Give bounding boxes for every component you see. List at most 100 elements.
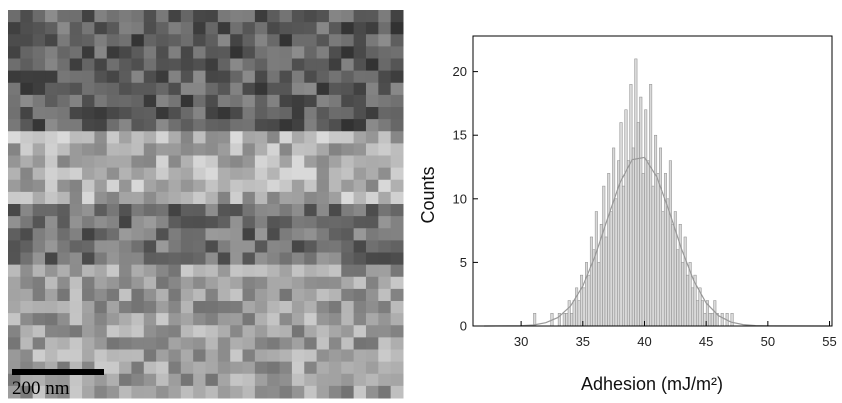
pixel	[57, 204, 71, 217]
pixel	[242, 385, 256, 399]
pixel	[341, 107, 355, 120]
pixel	[20, 337, 34, 350]
pixel	[205, 301, 219, 314]
x-tick-label: 35	[576, 334, 590, 349]
pixel	[57, 373, 71, 387]
pixel	[82, 167, 95, 181]
pixel	[341, 10, 355, 23]
pixel	[279, 385, 293, 399]
pixel	[143, 373, 157, 387]
pixel	[180, 34, 194, 47]
pixel	[390, 22, 404, 35]
pixel	[254, 361, 268, 375]
bar	[649, 84, 653, 327]
pixel	[279, 325, 293, 338]
pixel	[267, 349, 281, 363]
pixel	[8, 167, 21, 181]
pixel	[32, 191, 46, 205]
pixel	[82, 155, 95, 169]
pixel	[316, 143, 330, 156]
pixel	[353, 240, 367, 253]
pixel	[254, 385, 268, 399]
pixel	[328, 216, 342, 229]
pixel	[20, 228, 34, 241]
pixel	[168, 288, 182, 302]
pixel	[156, 119, 169, 132]
pixel	[279, 70, 293, 84]
pixel	[156, 70, 169, 84]
pixel	[168, 58, 182, 72]
pixel	[267, 119, 281, 132]
pixel	[168, 70, 182, 84]
pixel	[279, 240, 293, 253]
pixel	[365, 325, 379, 338]
pixel	[82, 22, 95, 35]
pixel	[69, 240, 83, 253]
pixel	[217, 179, 231, 193]
pixel	[82, 276, 95, 290]
pixel	[205, 313, 219, 326]
pixel	[119, 167, 132, 181]
pixel	[69, 94, 83, 108]
pixel	[328, 228, 342, 241]
pixel	[131, 94, 145, 108]
pixel	[119, 337, 132, 350]
pixel	[205, 10, 219, 23]
pixel	[291, 337, 305, 350]
pixel	[365, 58, 379, 72]
bar	[631, 147, 635, 327]
pixel	[8, 179, 21, 193]
bar	[661, 211, 665, 327]
pixel	[69, 58, 83, 72]
pixel	[45, 82, 58, 96]
pixel	[242, 119, 256, 132]
pixel	[341, 361, 355, 375]
pixel	[106, 191, 120, 205]
pixel	[230, 228, 244, 241]
pixel	[316, 155, 330, 169]
pixel	[168, 167, 182, 181]
bar	[686, 274, 690, 327]
pixel	[193, 94, 206, 108]
bar	[696, 300, 700, 327]
pixel	[131, 361, 145, 375]
pixel	[353, 58, 367, 72]
pixel	[57, 22, 71, 35]
pixel	[217, 131, 231, 144]
pixel	[32, 373, 46, 387]
pixel	[20, 349, 34, 363]
pixel	[341, 94, 355, 108]
pixel	[119, 228, 132, 241]
pixel	[82, 119, 95, 132]
pixel	[378, 264, 392, 278]
pixel	[316, 34, 330, 47]
bar	[639, 96, 643, 327]
pixel	[106, 22, 120, 35]
pixel	[304, 167, 318, 181]
bar	[609, 211, 613, 327]
pixel	[8, 119, 21, 132]
pixel	[341, 216, 355, 229]
pixel	[378, 107, 392, 120]
pixel	[279, 34, 293, 47]
pixel	[316, 252, 330, 266]
pixel	[230, 167, 244, 181]
pixel	[217, 58, 231, 72]
pixel	[156, 240, 169, 253]
pixel	[143, 82, 157, 96]
pixel	[365, 107, 379, 120]
pixel	[94, 167, 108, 181]
pixel	[316, 337, 330, 350]
pixel	[267, 10, 281, 23]
pixel	[32, 264, 46, 278]
pixel	[291, 385, 305, 399]
pixel	[242, 373, 256, 387]
pixel	[106, 179, 120, 193]
pixel	[341, 143, 355, 156]
pixel	[119, 179, 132, 193]
pixel	[193, 167, 206, 181]
pixel	[279, 301, 293, 314]
pixel	[365, 82, 379, 96]
pixel	[353, 10, 367, 23]
pixel	[82, 46, 95, 59]
